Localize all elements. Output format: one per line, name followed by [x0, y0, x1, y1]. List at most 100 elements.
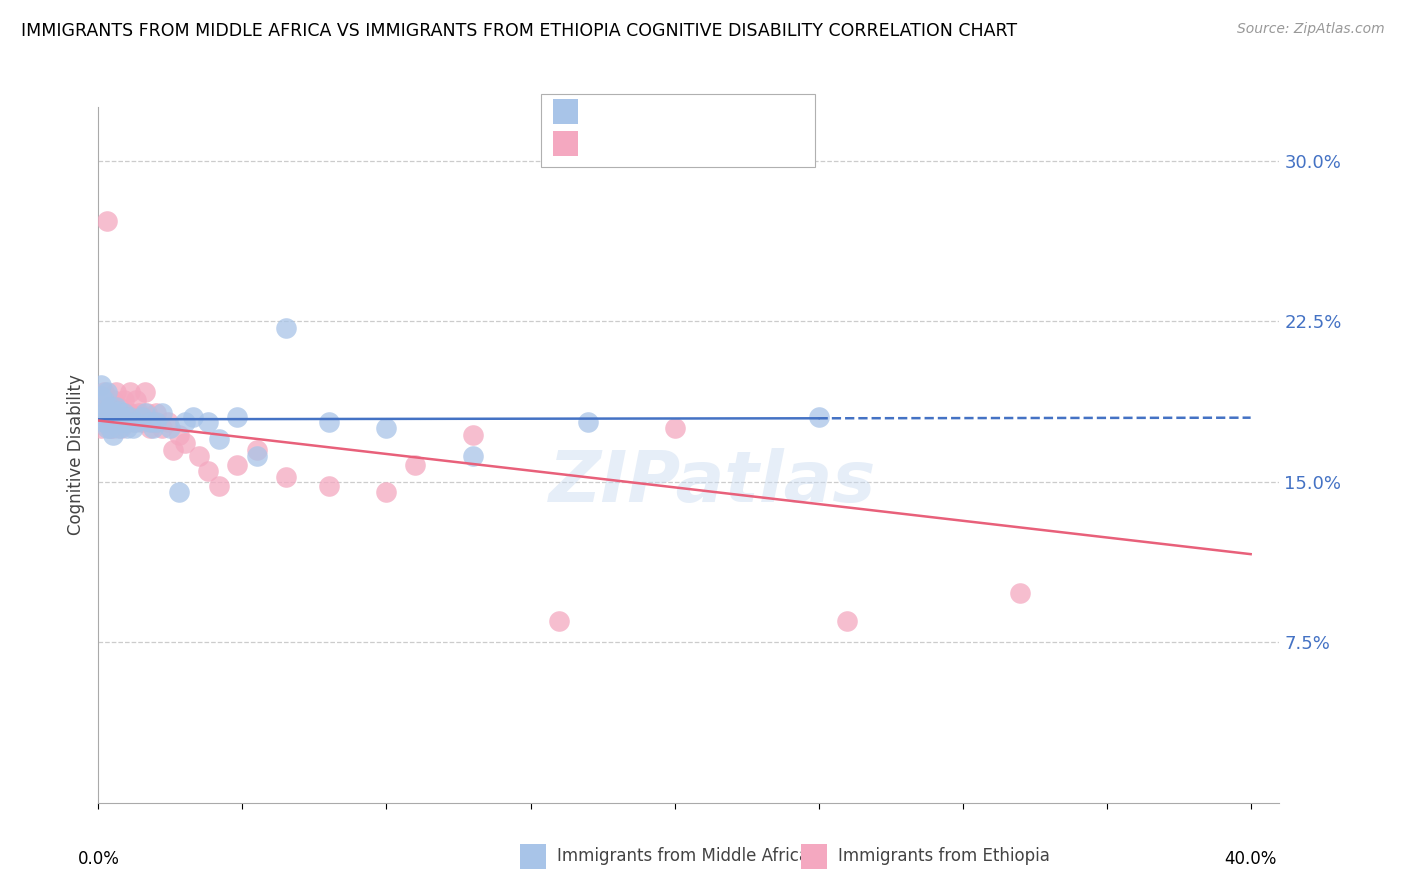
Point: [122, 421, 145, 435]
Point: [1010, 586, 1032, 600]
Point: [96, 415, 118, 429]
Y-axis label: Cognitive Disability: Cognitive Disability: [67, 375, 86, 535]
Point: [807, 410, 830, 425]
Point: [139, 421, 162, 435]
Point: [274, 320, 297, 334]
Point: [274, 470, 297, 484]
Point: [101, 421, 124, 435]
Point: [167, 427, 190, 442]
Point: [197, 415, 219, 429]
Point: [188, 449, 211, 463]
Point: [101, 393, 124, 408]
Point: [90, 421, 112, 435]
Point: [110, 410, 132, 425]
Point: [96, 400, 118, 414]
Point: [150, 421, 173, 435]
Point: [110, 421, 132, 435]
Point: [246, 449, 269, 463]
Point: [93, 406, 115, 420]
Point: [104, 406, 127, 420]
Point: [104, 410, 127, 425]
Point: [576, 415, 599, 429]
Point: [548, 614, 571, 628]
Point: [110, 410, 132, 425]
Point: [98, 410, 121, 425]
Point: [107, 400, 129, 414]
Text: 0.009: 0.009: [626, 103, 678, 120]
Point: [93, 410, 115, 425]
Point: [120, 410, 142, 425]
Point: [90, 378, 112, 392]
Point: [318, 479, 340, 493]
Point: [90, 410, 112, 425]
Text: 47: 47: [720, 103, 744, 120]
Point: [375, 421, 398, 435]
Text: ZIPatlas: ZIPatlas: [548, 449, 876, 517]
Point: [90, 393, 112, 408]
Point: [208, 432, 231, 446]
Point: [142, 415, 165, 429]
Point: [96, 384, 118, 399]
Point: [134, 384, 156, 399]
Point: [96, 421, 118, 435]
Text: Immigrants from Ethiopia: Immigrants from Ethiopia: [838, 847, 1050, 865]
Point: [156, 415, 179, 429]
Point: [112, 393, 135, 408]
Point: [90, 406, 112, 420]
Text: IMMIGRANTS FROM MIDDLE AFRICA VS IMMIGRANTS FROM ETHIOPIA COGNITIVE DISABILITY C: IMMIGRANTS FROM MIDDLE AFRICA VS IMMIGRA…: [21, 22, 1017, 40]
Point: [120, 384, 142, 399]
Point: [98, 421, 121, 435]
Text: Immigrants from Middle Africa: Immigrants from Middle Africa: [557, 847, 808, 865]
Point: [246, 442, 269, 457]
Point: [90, 389, 112, 403]
Point: [128, 406, 150, 420]
Point: [139, 415, 162, 429]
Point: [107, 415, 129, 429]
Point: [125, 415, 148, 429]
Point: [318, 415, 340, 429]
Point: [162, 442, 184, 457]
Point: [225, 410, 247, 425]
Point: [115, 415, 138, 429]
Point: [110, 415, 132, 429]
Point: [837, 614, 859, 628]
Text: N =: N =: [682, 135, 718, 153]
Point: [104, 384, 127, 399]
Point: [173, 415, 195, 429]
Point: [664, 421, 686, 435]
Point: [112, 406, 135, 420]
Point: [173, 436, 195, 450]
Point: [101, 427, 124, 442]
Point: [120, 406, 142, 420]
Point: [197, 464, 219, 478]
Point: [208, 479, 231, 493]
Text: N =: N =: [682, 103, 718, 120]
Point: [98, 400, 121, 414]
Point: [101, 410, 124, 425]
Point: [134, 406, 156, 420]
Point: [122, 415, 145, 429]
Point: [104, 400, 127, 414]
Text: Source: ZipAtlas.com: Source: ZipAtlas.com: [1237, 22, 1385, 37]
Point: [101, 406, 124, 420]
Point: [131, 410, 153, 425]
Point: [142, 421, 165, 435]
Point: [145, 406, 167, 420]
Point: [375, 485, 398, 500]
Point: [96, 404, 118, 418]
Point: [150, 406, 173, 420]
Point: [115, 415, 138, 429]
Point: [98, 406, 121, 420]
Point: [167, 485, 190, 500]
Text: 40.0%: 40.0%: [1225, 850, 1277, 868]
Point: [107, 421, 129, 435]
Point: [96, 213, 118, 227]
Text: 0.0%: 0.0%: [77, 850, 120, 868]
Text: R =: R =: [588, 103, 624, 120]
Point: [461, 427, 484, 442]
Point: [404, 458, 426, 472]
Point: [112, 406, 135, 420]
Point: [101, 415, 124, 429]
Point: [107, 404, 129, 418]
Point: [131, 415, 153, 429]
